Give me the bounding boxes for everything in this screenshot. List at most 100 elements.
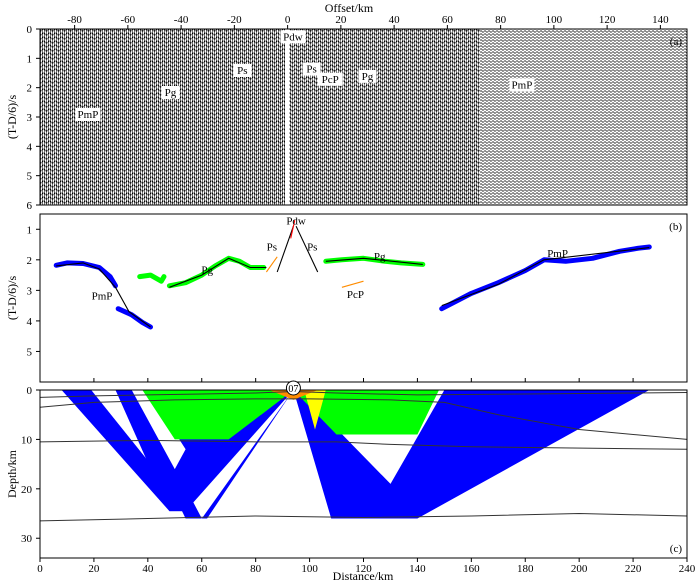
panel-b-y-tick-label: 3 bbox=[27, 285, 33, 297]
panel-a-x-ticks: -80 -60 -40 -20 0 20 40 60 80 100 120 140 bbox=[67, 14, 669, 29]
panel-c-x-tick-label: 80 bbox=[250, 563, 262, 575]
panel-a-x-tick-label: 100 bbox=[546, 14, 563, 26]
panel-c-label: (c) bbox=[670, 543, 683, 555]
panel-c-x-ticks: 0 20 40 60 80 100 120 140 160 180 200 220 240 bbox=[37, 558, 696, 575]
panel-a-x-tick-label: 20 bbox=[335, 14, 347, 26]
panel-c-x-tick-label: 240 bbox=[679, 563, 696, 575]
panel-c-x-tick-label: 0 bbox=[37, 563, 43, 575]
panel-c-x-tick-label: 40 bbox=[142, 563, 154, 575]
station-label: 07 bbox=[288, 384, 298, 395]
calculated-time-curve bbox=[169, 257, 267, 288]
panel-a-phase-label: PcP bbox=[322, 74, 339, 86]
panel-c-x-tick-label: 60 bbox=[196, 563, 208, 575]
panel-a-phase-label: Pg bbox=[165, 87, 177, 99]
panel-a-y-tick-label: 3 bbox=[27, 112, 33, 124]
calculated-time-curve bbox=[341, 280, 364, 288]
panel-a-phase-label: Ps bbox=[306, 64, 316, 76]
panel-a-phase-label: Pg bbox=[362, 71, 374, 83]
panel-a-y-tick-label: 0 bbox=[27, 24, 33, 36]
panel-b-travel-times: 1 2 3 4 5 Pdw Ps Ps Pg Pg PcP PmP PmP (T-D/6)/s (b) bbox=[5, 213, 688, 383]
calculated-times bbox=[56, 219, 650, 328]
panel-c-x-axis-label: Distance/km bbox=[333, 569, 394, 583]
panel-a-phase-label-box bbox=[161, 86, 180, 99]
panel-c-x-tick-label: 200 bbox=[571, 563, 588, 575]
panel-c-x-tick-label: 180 bbox=[517, 563, 534, 575]
panel-a-y-tick-label: 2 bbox=[27, 83, 33, 95]
panel-b-phase-label: Pdw bbox=[286, 216, 306, 228]
interface-line bbox=[39, 439, 688, 450]
calculated-time-curve bbox=[290, 219, 296, 239]
station-circle bbox=[285, 380, 301, 396]
station-marker: 07 bbox=[285, 380, 301, 396]
panel-a-x-tick-label: 40 bbox=[389, 14, 401, 26]
velocity-interfaces bbox=[39, 390, 688, 522]
panel-b-y-ticks: 1 2 3 4 5 bbox=[27, 224, 40, 358]
panel-a-phase-label-box bbox=[75, 108, 101, 121]
panel-c-y-ticks: 0 10 20 30 bbox=[21, 385, 40, 545]
calculated-time-curve bbox=[441, 247, 650, 307]
calculated-time-curve bbox=[325, 257, 423, 265]
panel-b-phase-label: Ps bbox=[267, 242, 277, 254]
ray-fan bbox=[201, 390, 294, 519]
panel-a-phase-label: PmP bbox=[512, 80, 533, 92]
panel-a-label: (a) bbox=[670, 36, 683, 48]
panel-b-phase-label: PcP bbox=[347, 289, 364, 301]
seismic-blank-trace bbox=[285, 29, 289, 205]
panel-b-frame bbox=[39, 213, 688, 383]
panel-c-ray-diagram: 0 10 20 30 0 20 40 60 80 100 120 140 160 180 200 220 24… bbox=[5, 380, 696, 583]
panel-a-phase-label: Ps bbox=[237, 65, 247, 77]
panel-c-x-tick-label: 160 bbox=[463, 563, 480, 575]
panel-a-x-tick-label: -40 bbox=[174, 14, 189, 26]
panel-a-x-tick-label: -80 bbox=[67, 14, 82, 26]
panel-a-x-axis-title: Offset/km bbox=[325, 1, 374, 15]
calculated-time-curve bbox=[295, 225, 319, 273]
panel-a-phase-labels: Pdw Ps Ps PcP Pg Pg PmP PmP bbox=[75, 30, 535, 121]
panel-a-x-tick-label: 0 bbox=[285, 14, 291, 26]
panel-a-x-tick-label: 60 bbox=[442, 14, 454, 26]
seismic-traces-right bbox=[290, 29, 480, 205]
ray-fan bbox=[293, 390, 439, 435]
panel-b-phase-label: PmP bbox=[547, 248, 568, 260]
panel-c-x-tick-label: 120 bbox=[355, 563, 372, 575]
panel-a-phase-label-box bbox=[233, 64, 252, 77]
ray-fan bbox=[196, 390, 294, 420]
panel-a-phase-label: PmP bbox=[78, 109, 99, 121]
panel-b-y-tick-label: 4 bbox=[27, 316, 33, 328]
observed-pick-series bbox=[137, 272, 167, 284]
interface-line bbox=[39, 512, 688, 522]
panel-a-x-tick-label: 120 bbox=[599, 14, 616, 26]
panel-c-y-axis-label: Depth/km bbox=[5, 449, 19, 498]
ray-fan bbox=[123, 390, 202, 519]
panel-a-y-ticks: 0 1 2 3 4 5 6 bbox=[27, 24, 40, 212]
panel-a-seismic-section: Offset/km -80 -60 -40 -20 0 20 40 60 80 100 120 140… bbox=[5, 1, 688, 212]
panel-a-phase-label-box bbox=[358, 69, 377, 83]
calculated-time-curve bbox=[265, 256, 278, 273]
panel-a-phase-label-box bbox=[509, 78, 535, 92]
panel-b-y-tick-label: 2 bbox=[27, 255, 33, 267]
panel-a-x-tick-label: 80 bbox=[495, 14, 507, 26]
panel-a-phase-label-box bbox=[280, 30, 306, 44]
panel-a-x-tick-label: -60 bbox=[121, 14, 136, 26]
panel-a-phase-label: Pdw bbox=[283, 31, 303, 43]
panel-a-y-tick-label: 4 bbox=[27, 141, 33, 153]
panel-b-phase-label: Pg bbox=[201, 265, 213, 277]
panel-b-x-ticks bbox=[39, 378, 688, 382]
panel-c-x-tick-label: 100 bbox=[301, 563, 318, 575]
panel-c-y-tick-label: 10 bbox=[21, 434, 33, 446]
ray-fan bbox=[293, 390, 650, 519]
panel-c-y-tick-label: 0 bbox=[27, 385, 33, 397]
ray-fan bbox=[304, 390, 326, 430]
panel-c-x-tick-label: 140 bbox=[409, 563, 426, 575]
panel-b-phase-label: PmP bbox=[92, 291, 113, 303]
panel-a-y-axis-label: (T-D/6)/s bbox=[5, 95, 19, 140]
interface-line bbox=[39, 390, 688, 398]
panel-b-phase-label: Ps bbox=[307, 242, 317, 254]
panel-a-phase-label-box bbox=[302, 62, 321, 76]
panel-c-y-tick-label: 30 bbox=[21, 533, 33, 545]
panel-b-phase-labels: Pdw Ps Ps Pg Pg PcP PmP PmP bbox=[92, 216, 568, 303]
panel-a-x-tick-label: -20 bbox=[227, 14, 242, 26]
panel-a-y-tick-label: 1 bbox=[27, 53, 33, 65]
panel-b-y-tick-label: 1 bbox=[27, 224, 33, 236]
panel-c-y-tick-label: 20 bbox=[21, 484, 33, 496]
